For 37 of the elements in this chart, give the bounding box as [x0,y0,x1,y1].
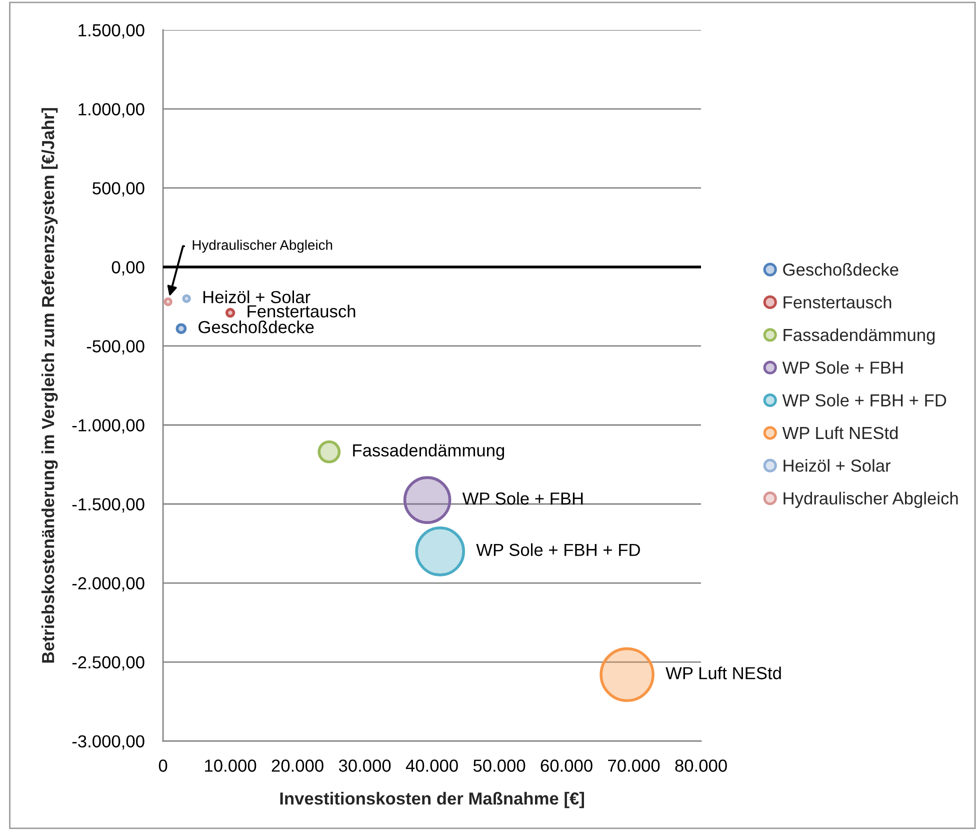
x-tick-label: 40.000 [406,760,458,772]
legend-label: WP Sole + FBH [782,361,903,374]
x-axis-title: Investitionskosten der Maßnahme [€] [280,792,584,808]
data-label: WP Luft NEStd [666,666,781,680]
y-tick-label: 1.500,00 [78,24,144,38]
annotation: Hydraulischer Abgleich [192,240,332,253]
y-tick-label: 0,00 [112,261,144,276]
data-label: Fenstertausch [248,304,356,318]
x-tick-label: 10.000 [205,760,256,772]
legend-label: Hydraulischer Abgleich [784,492,958,508]
y-tick-label: -1.500,00 [72,498,144,513]
x-tick-label: 20.000 [272,760,324,772]
y-tick-label: -2.000,00 [72,577,144,592]
y-tick-label: -1.000,00 [72,419,144,434]
legend-label: Fenstertausch [784,296,892,308]
x-tick-label: 50.000 [473,760,526,772]
x-tick-label: 70.000 [608,760,660,772]
x-tick-label: 30.000 [338,760,391,772]
legend-label: Geschoßdecke [783,263,898,276]
y-tick-label: 1.000,00 [78,103,144,118]
y-tick-label: -500,00 [86,340,144,355]
data-label: WP Sole + FBH [462,492,583,505]
data-label: WP Sole + FBH + FD [476,543,640,556]
y-tick-label: -2.500,00 [72,656,144,671]
x-tick-label: 60.000 [540,760,592,772]
data-label: Geschoßdecke [198,320,314,334]
legend-label: WP Luft NEStd [782,426,898,440]
data-label: Heizöl + Solar [203,290,310,304]
data-label: Fassadendämmung [353,444,504,460]
legend-label: WP Sole + FBH + FD [782,394,946,406]
x-tick-label: 0 [158,760,168,772]
y-tick-label: 500,00 [92,182,144,196]
legend-label: Heizöl + Solar [784,459,891,472]
legend-label: Fassadendämmung [784,328,935,345]
x-tick-label: 80.000 [675,760,727,772]
y-tick-label: -3.000,00 [72,735,144,750]
y-axis-title: Betriebskostenänderung im Vergleich zum Referenzsystem [€/Jahr] [41,108,58,663]
